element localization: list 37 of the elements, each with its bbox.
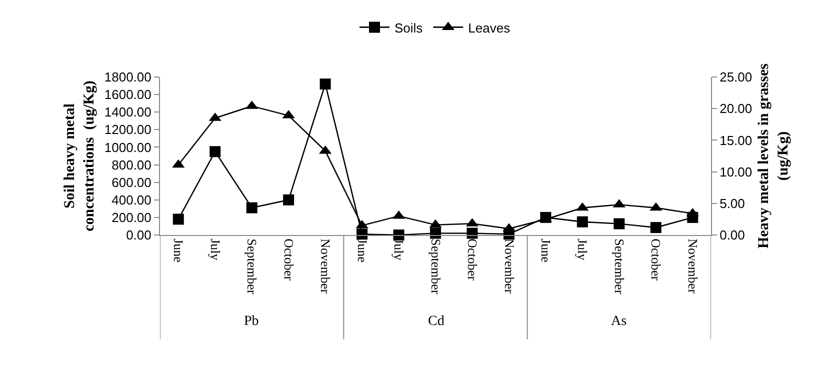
x-tick-label: June: [354, 238, 370, 263]
y-tick-label: 600.00: [112, 174, 152, 190]
y2-tick-label: 20.00: [720, 101, 752, 116]
y-tick-label: 1400.00: [104, 104, 152, 120]
x-tick-label: June: [538, 238, 554, 263]
y-tick-label: 1600.00: [104, 87, 152, 102]
x-tick-label: June: [171, 238, 186, 263]
y2-tick-label: 25.00: [720, 70, 752, 85]
y2-tick-label: 15.00: [720, 132, 752, 148]
y2-tick-label: 10.00: [720, 164, 752, 180]
y-tick-label: 1000.00: [104, 140, 152, 155]
x-tick-label: October: [281, 238, 296, 282]
x-tick-label: September: [612, 238, 627, 295]
y-axis-title: Soil heavy metal concentrations (ug/Kg): [62, 80, 98, 232]
y-tick-label: 400.00: [112, 192, 152, 208]
x-tick-label: September: [428, 238, 444, 295]
x-tick-label: November: [318, 238, 334, 294]
x-tick-label: July: [575, 238, 590, 261]
x-tick-label: November: [502, 238, 517, 294]
y-tick-label: 1800.00: [104, 70, 152, 85]
x-tick-label: November: [685, 238, 700, 294]
x-tick-label: September: [244, 238, 260, 295]
text: As: [611, 314, 627, 329]
y2-tick-label: 0.00: [720, 228, 745, 243]
y-tick-label: 1200.00: [104, 122, 152, 138]
y-tick-label: 800.00: [112, 157, 152, 172]
y-tick-label: 0.00: [126, 228, 152, 243]
text: Pb: [244, 314, 259, 329]
text: Cd: [428, 314, 444, 329]
x-tick-label: July: [208, 238, 223, 261]
y-tick-label: 200.00: [112, 210, 152, 225]
y2-tick-label: 5.00: [720, 196, 745, 211]
y2-axis-title: Heavy metal levels in grasses (ug/Kg): [756, 63, 792, 248]
legend-label: Leaves: [468, 20, 511, 36]
legend-label: Soils: [394, 20, 424, 36]
x-tick-label: October: [465, 238, 480, 282]
x-tick-label: October: [648, 238, 664, 282]
